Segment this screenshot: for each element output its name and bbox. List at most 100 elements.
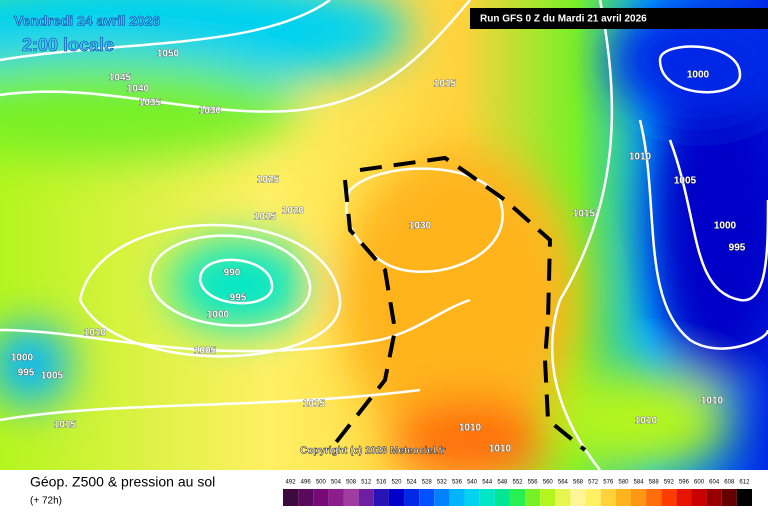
isobar-label: 1045 [109, 73, 132, 84]
copyright: Copyright (c) 2026 Meteociel.fr [300, 446, 446, 457]
isobar-label: 1035 [139, 98, 162, 109]
legend-swatch [419, 489, 435, 506]
legend-label: 520 [391, 480, 402, 486]
legend-label: 492 [286, 480, 297, 486]
isobar-label: 1050 [157, 49, 180, 60]
isobar-label: 1010 [489, 444, 512, 455]
legend-swatch [494, 489, 510, 506]
ridge-axis [328, 155, 587, 452]
isobar-label: 1010 [701, 396, 724, 407]
legend-label: 508 [346, 480, 357, 486]
isobars [0, 0, 768, 470]
legend-swatch [646, 489, 662, 506]
legend-label: 584 [634, 480, 645, 486]
legend-label: 524 [407, 480, 418, 486]
legend-label: 596 [679, 480, 690, 486]
legend-label: 580 [618, 480, 629, 486]
legend-label: 544 [482, 480, 493, 486]
isobar-label: 1030 [409, 221, 432, 232]
legend-swatch [630, 489, 647, 506]
isobar-label: 1005 [41, 371, 64, 382]
legend-label: 556 [528, 480, 539, 486]
legend-label: 516 [376, 480, 387, 486]
legend-label: 528 [422, 480, 433, 486]
legend-label: 604 [709, 480, 720, 486]
isobar-label: 1000 [687, 70, 710, 81]
legend-label: 512 [361, 480, 372, 486]
legend-swatch [464, 489, 480, 506]
isobar-label: 1010 [629, 152, 652, 163]
legend-label: 612 [739, 480, 750, 486]
legend-label: 552 [512, 480, 523, 486]
legend-swatch [434, 489, 450, 506]
legend-label: 496 [301, 480, 312, 486]
legend-label: 588 [649, 480, 660, 486]
legend-swatch [358, 489, 374, 506]
isobar-label: 1030 [199, 106, 222, 117]
isobar-label: 1015 [254, 212, 277, 223]
map-date: Vendredi 24 avril 2026 [14, 13, 161, 29]
legend-swatch [509, 489, 526, 506]
legend-swatch [283, 489, 299, 506]
legend-label: 500 [316, 480, 327, 486]
legend-swatch [736, 489, 752, 506]
isobar-label: 1005 [194, 346, 217, 357]
legend-swatch [585, 489, 601, 506]
legend-swatch [404, 489, 420, 506]
legend-label: 572 [588, 480, 599, 486]
legend-label: 560 [543, 480, 554, 486]
legend-label: 504 [331, 480, 342, 486]
isobar-label: 1015 [54, 420, 77, 431]
isobar-label: 1010 [635, 416, 658, 427]
isobar-label: 1005 [674, 176, 697, 187]
legend-label: 548 [497, 480, 508, 486]
legend-swatch [449, 489, 465, 506]
isobar-label: 1010 [84, 328, 107, 339]
isobar-label: 990 [224, 268, 241, 279]
legend-swatch [388, 489, 405, 506]
footer-title: Géop. Z500 & pression au sol [30, 474, 215, 490]
isobar-label: 1000 [11, 353, 34, 364]
isobar-label: 1020 [282, 206, 305, 217]
legend-label: 532 [437, 480, 448, 486]
legend-label: 568 [573, 480, 584, 486]
legend-label: 564 [558, 480, 569, 486]
isobar-label: 1025 [257, 175, 280, 186]
legend-label: 600 [694, 480, 705, 486]
legend-swatch [373, 489, 389, 506]
legend-swatch [298, 489, 314, 506]
isobar-label: 1015 [303, 399, 326, 410]
isobar-label: 1000 [714, 221, 737, 232]
legend-swatch [570, 489, 586, 506]
geopotential-field [0, 0, 768, 480]
isobar-label: 1015 [434, 79, 457, 90]
lead-time: (+ 72h) [30, 496, 62, 507]
legend-label: 540 [467, 480, 478, 486]
legend-swatch [691, 489, 707, 506]
isobar-label: 995 [729, 243, 746, 254]
legend-swatch [343, 489, 359, 506]
legend-label: 536 [452, 480, 463, 486]
isobar-label: 1000 [207, 310, 230, 321]
legend-swatch [555, 489, 571, 506]
legend-swatch [706, 489, 722, 506]
legend-swatch [615, 489, 631, 506]
run-info: Run GFS 0 Z du Mardi 21 avril 2026 [480, 14, 647, 25]
legend-label: 592 [664, 480, 675, 486]
legend-swatch [540, 489, 556, 506]
isobar-label: 995 [18, 368, 35, 379]
legend-swatch [328, 489, 344, 506]
run-banner [470, 8, 768, 29]
legend-swatch [525, 489, 541, 506]
legend-swatch [661, 489, 677, 506]
legend-swatch [479, 489, 495, 506]
map-time: 2:00 locale [22, 35, 114, 55]
legend-label: 576 [603, 480, 614, 486]
isobar-label: 1015 [573, 209, 596, 220]
legend-swatch [600, 489, 616, 506]
isobar-label: 1040 [127, 84, 150, 95]
legend-label: 608 [724, 480, 735, 486]
isobar-label: 995 [230, 293, 247, 304]
legend-swatch [313, 489, 329, 506]
